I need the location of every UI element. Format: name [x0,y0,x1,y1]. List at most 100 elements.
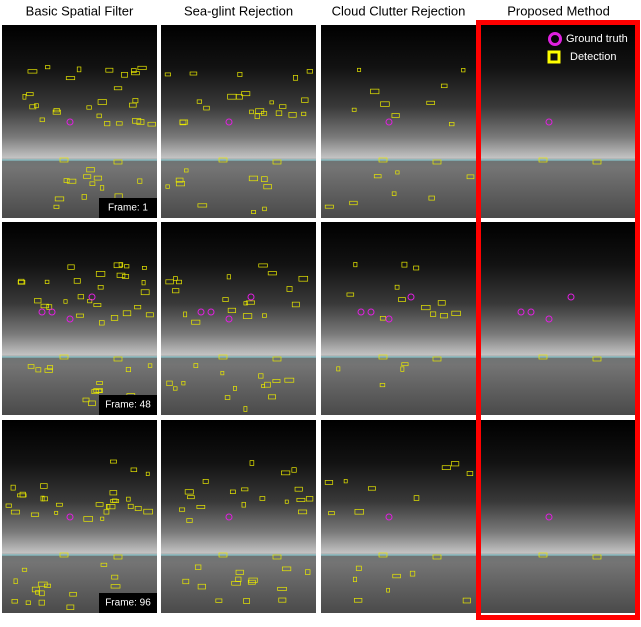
detection-box [30,512,40,517]
detection-box [39,117,45,123]
detection-box [143,508,153,515]
column-title: Sea-glint Rejection [184,3,293,18]
detection-box [142,266,147,270]
detection-box [31,586,40,593]
detection-box [237,71,243,77]
ground-truth [385,315,393,323]
detection-box [379,316,386,321]
detection-box [59,157,69,163]
detection-box [113,356,123,362]
detection-box [67,264,75,270]
detection-box [18,278,25,285]
detection-box [440,83,448,89]
detection-box [173,276,178,281]
detection-box [127,503,134,509]
detection-box [173,386,178,391]
detection-box [243,301,248,306]
detection-box [131,68,137,73]
detection-box [275,110,283,116]
frame-label-bg [99,593,157,613]
detection-box [39,590,45,597]
detection-box [113,86,123,91]
detection-box [164,72,171,77]
detection-box [284,377,295,383]
image-panel [161,420,316,613]
detection-box [147,121,156,127]
ground-truth [357,308,365,316]
detection-box [109,490,118,496]
detection-box [35,590,40,595]
detection-box [82,397,90,403]
detection-box [59,552,69,558]
detection-box [269,100,274,105]
detection-box [193,363,199,368]
detection-box [10,484,16,491]
detection-box [203,105,210,111]
detection-box [54,510,59,515]
detection-box [21,567,28,572]
detection-box [261,176,268,183]
detection-box [65,76,76,81]
ground-truth [407,293,415,301]
detection-box [437,300,446,306]
detection-box [179,119,187,126]
detection-box [38,599,45,606]
detection-box [77,294,85,300]
detection-box [27,364,35,369]
detection-box [44,279,50,284]
detection-box [22,94,27,100]
detection-box [409,570,416,577]
detection-box [286,286,293,292]
detection-box [224,395,231,400]
detection-box [466,174,475,180]
detection-box [346,292,355,297]
detection-box [353,262,358,268]
detection-box [391,191,397,196]
detection-box [466,471,474,476]
detection-box [298,275,309,282]
detection-box [306,69,313,74]
detection-box [355,565,362,571]
detection-box [76,66,82,73]
detection-box [42,496,48,502]
detection-box [202,479,209,484]
ground-truth [385,118,393,126]
detection-box [305,496,314,502]
detection-box [5,503,12,508]
detection-box [99,320,105,326]
detection-box [66,178,77,184]
ground-truth [517,308,525,316]
ground-truth [66,513,74,521]
detection-box [110,499,120,503]
detection-box [184,489,194,495]
detection-box [272,554,282,560]
detection-box [268,394,276,400]
frame-label: Frame: 48 [105,400,151,411]
detection-box [187,495,195,500]
detection-box [112,498,118,503]
detection-box [124,264,130,269]
detection-box [301,111,307,117]
detection-box [592,356,602,362]
detection-box [261,384,265,388]
detection-box [126,496,131,502]
detection-box [218,157,228,163]
detection-box [278,597,287,603]
image-panel [321,420,476,613]
image-panel [161,222,316,415]
ground-truth [545,513,553,521]
detection-box [401,362,409,367]
detection-box [182,578,190,585]
detection-box [291,467,297,473]
detection-box [450,461,460,467]
detection-box [245,300,255,305]
detection-box [176,279,182,285]
detection-box [538,354,548,360]
detection-box [121,274,130,279]
detection-box [367,486,376,491]
detection-box [40,483,48,489]
detection-box [398,297,406,302]
detection-box [63,299,68,304]
frame-label: Frame: 96 [105,598,151,609]
detection-box [99,185,105,191]
